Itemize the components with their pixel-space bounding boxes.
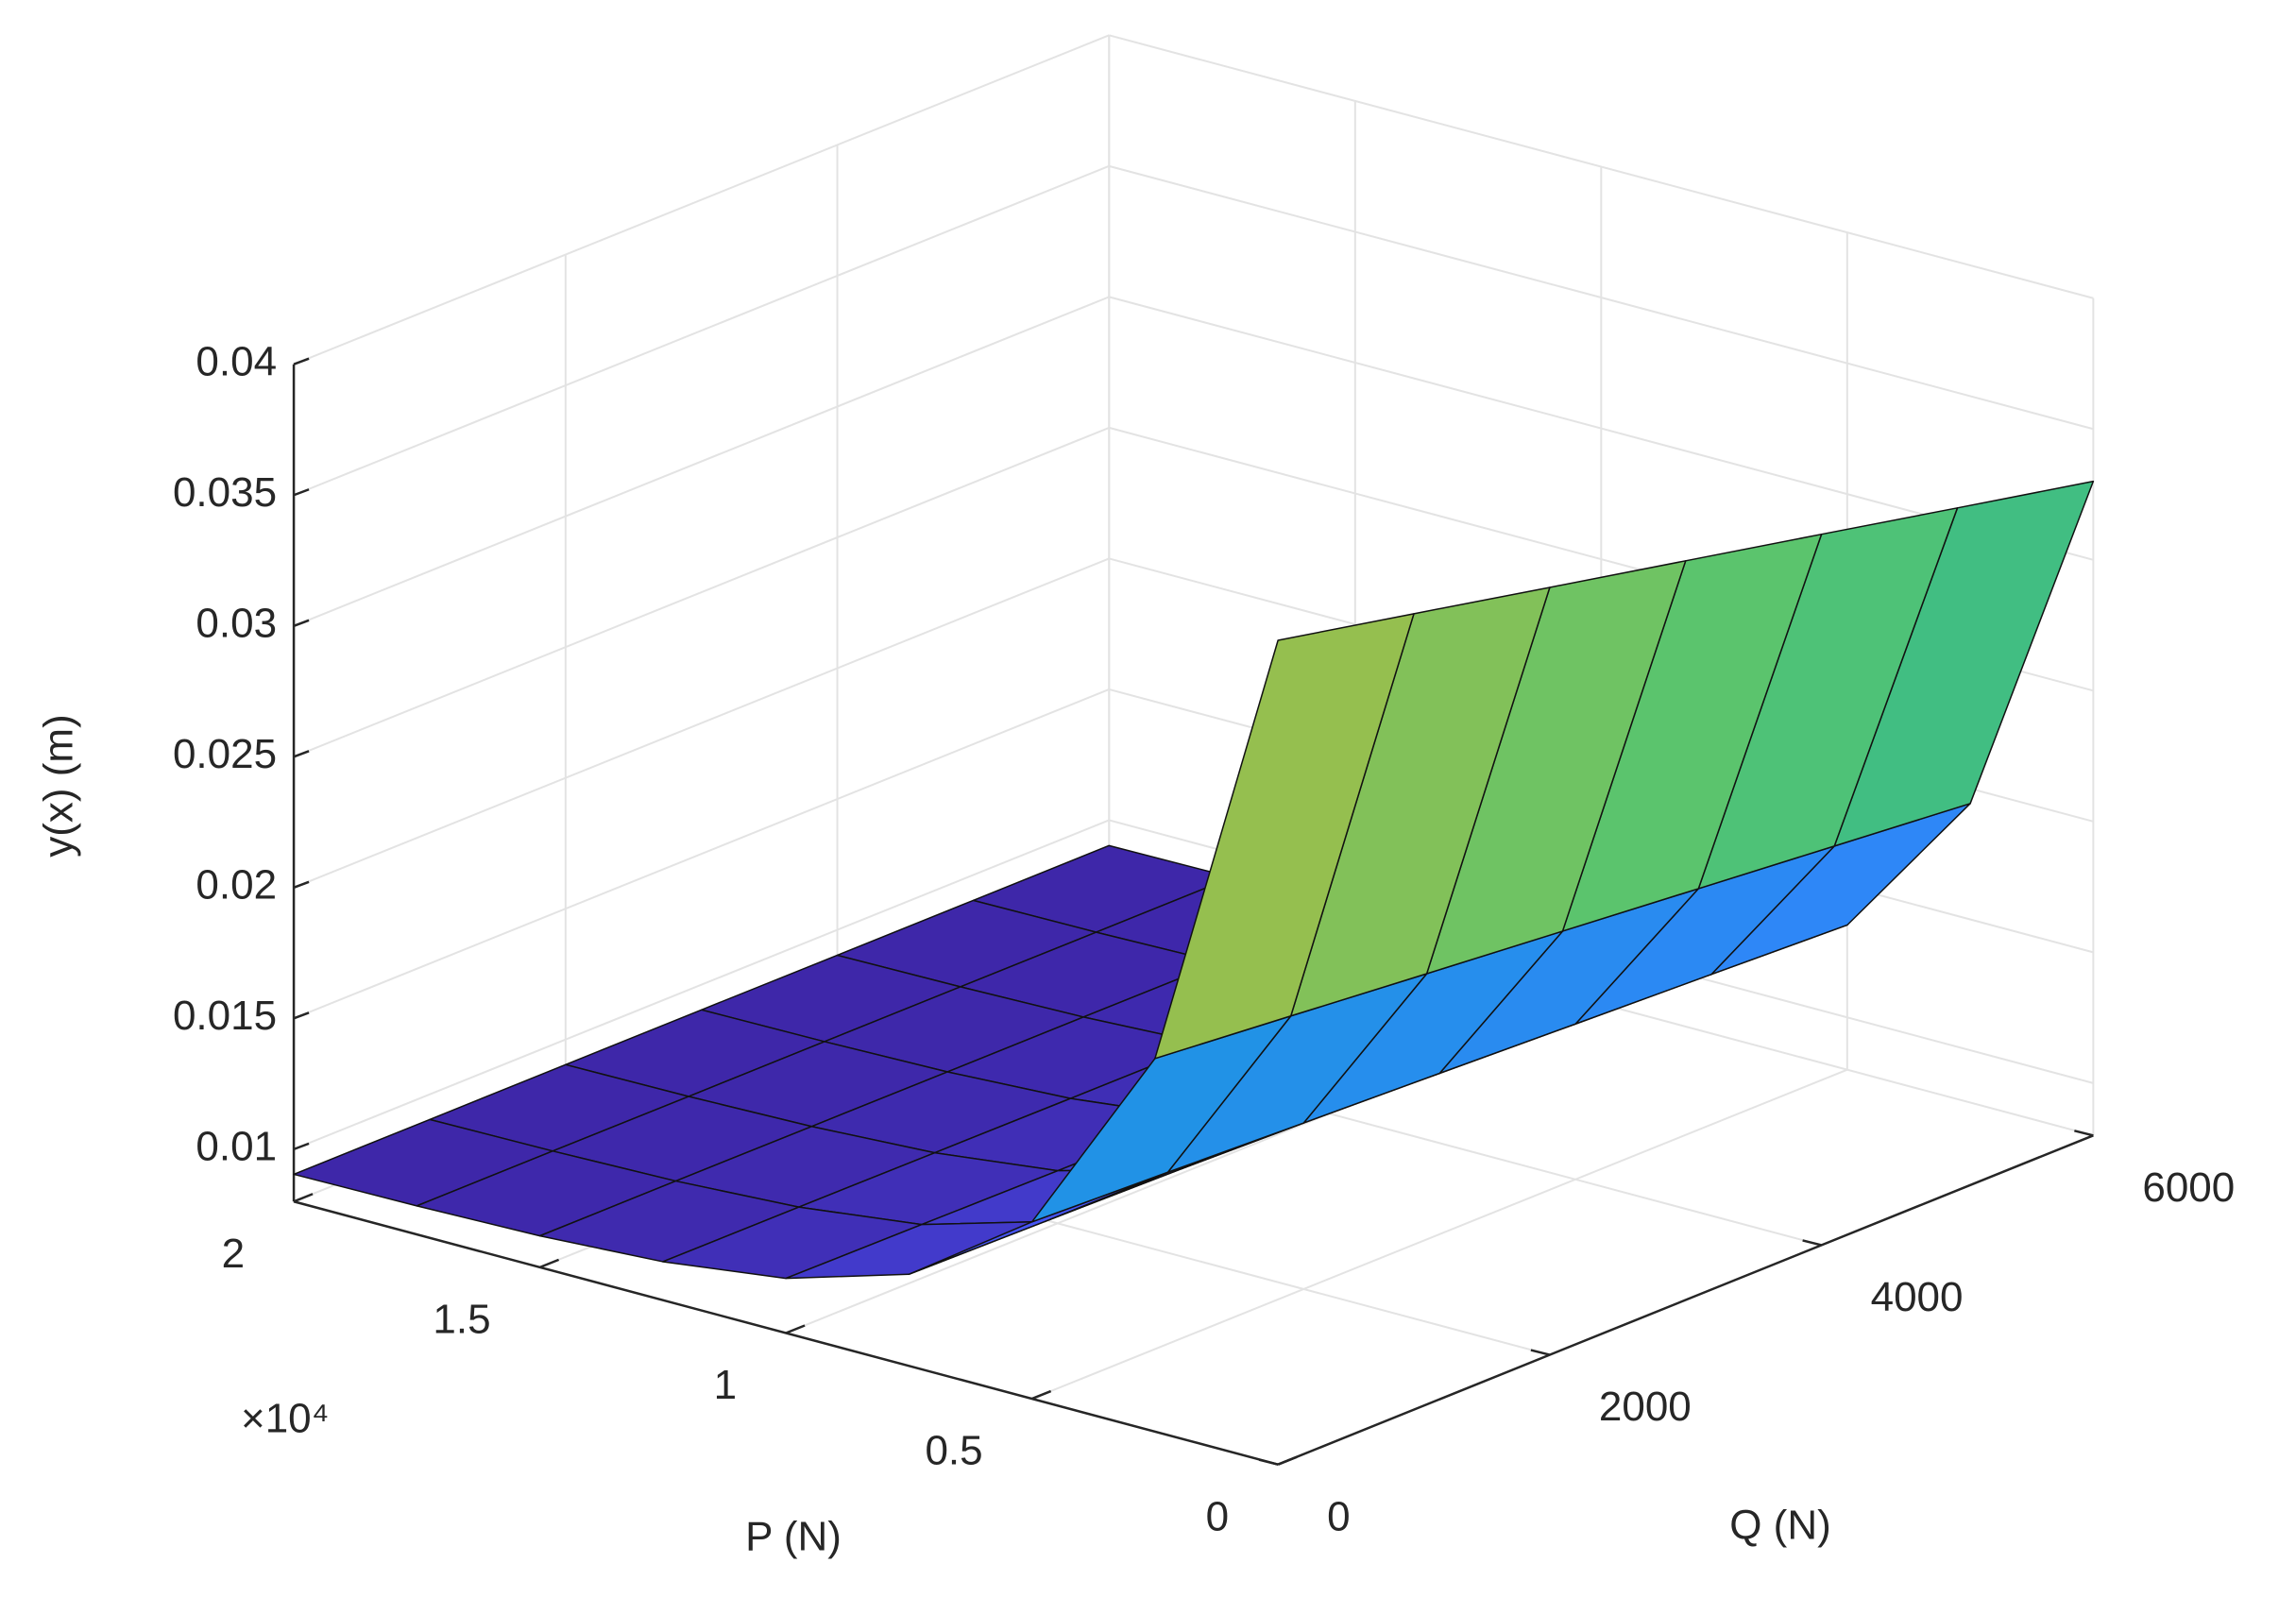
z-tick [293,1142,310,1151]
y-axis-title: Q (N) [1729,1503,1831,1549]
y-tick [1258,1458,1279,1466]
z-tick [293,1011,310,1020]
grid-line [293,164,1110,497]
z-tick-label: 0.02 [196,861,277,908]
x-tick [1031,1389,1052,1401]
z-tick-label: 0.015 [173,993,277,1039]
x-tick-label: 1 [714,1362,737,1408]
grid-line [1031,1068,1848,1401]
z-tick [293,357,310,365]
y-axis-line [1277,1134,2094,1466]
y-tick [2074,1130,2094,1137]
x-tick-label: 0.5 [925,1428,982,1474]
z-tick [293,880,310,889]
y-tick [1530,1349,1551,1356]
y-tick-label: 6000 [2142,1164,2235,1211]
x-tick [293,1193,314,1203]
y-tick-label: 4000 [1871,1274,1964,1320]
z-tick-label: 0.03 [196,600,277,646]
x-tick-label: 2 [222,1231,245,1277]
grid-line [293,426,1110,758]
z-tick [293,619,310,627]
z-tick [293,750,310,758]
y-tick-label: 0 [1327,1493,1350,1539]
x-axis-multiplier: ×10⁴ [241,1396,330,1442]
y-tick [1802,1239,1822,1247]
grid-line [293,819,1110,1150]
x-axis-title: P (N) [745,1514,842,1560]
grid-line [293,34,1110,365]
x-tick [1277,1455,1298,1466]
z-tick [293,488,310,497]
z-axis-title: y(x) (m) [36,714,82,858]
x-tick-label: 1.5 [433,1296,490,1342]
z-tick-label: 0.035 [173,469,277,516]
surface-patch [1154,613,1415,1060]
grid-line [293,557,1110,889]
x-tick [539,1258,560,1269]
grid-line [293,688,1110,1020]
z-tick-label: 0.04 [196,338,277,384]
y-tick-label: 2000 [1599,1384,1692,1430]
z-tick-label: 0.01 [196,1123,277,1169]
grid-line [293,296,1110,627]
x-tick [785,1324,806,1334]
x-tick-label: 0 [1206,1493,1229,1539]
z-tick-label: 0.025 [173,731,277,777]
